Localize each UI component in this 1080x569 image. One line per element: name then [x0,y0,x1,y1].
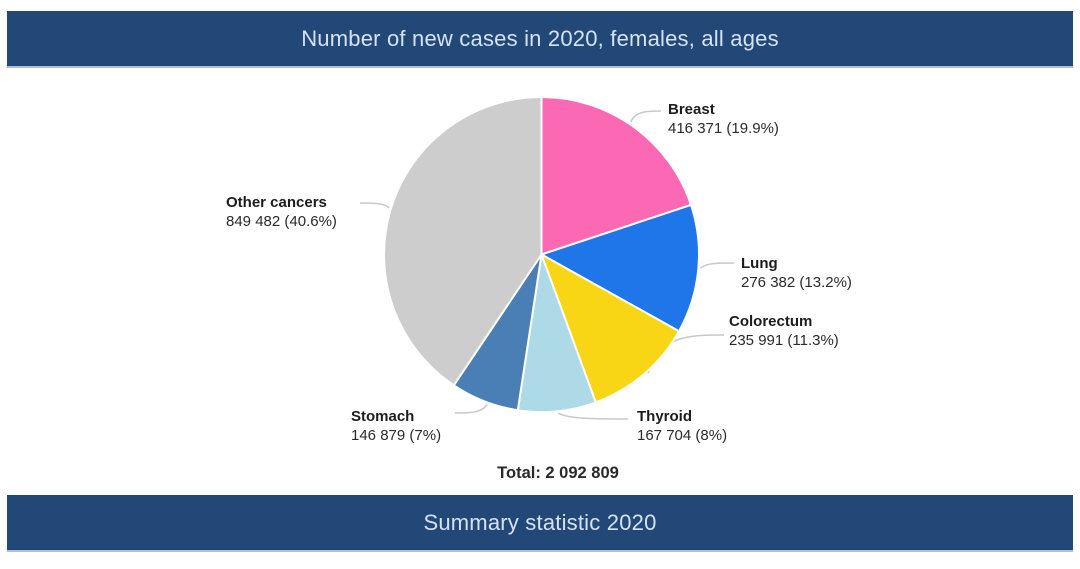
summary-banner: Summary statistic 2020 [7,495,1073,552]
slice-label-stomach-name: Stomach [351,408,415,425]
slice-label-lung-value: 276 382 (13.2%) [741,274,852,291]
slice-label-colorectum: Colorectum 235 991 (11.3%) [729,312,839,350]
slice-label-thyroid: Thyroid 167 704 (8%) [637,407,727,445]
slice-label-breast-value: 416 371 (19.9%) [668,120,779,137]
leader-line-thyroid [557,412,629,420]
leader-line-lung [699,262,735,269]
pie-slice-lung[interactable] [540,203,700,333]
slice-label-lung: Lung 276 382 (13.2%) [741,254,852,292]
leader-line-stomach [454,403,488,414]
leader-line-other-cancers [359,202,390,209]
slice-label-stomach-value: 146 879 (7%) [351,427,442,444]
pie-slice-colorectum[interactable] [540,253,680,404]
slice-label-other-cancers: Other cancers 849 482 (40.6%) [226,193,337,231]
leader-line-breast [630,110,662,123]
slice-label-colorectum-name: Colorectum [729,313,813,330]
total-cases: Total: 2 092 809 [497,464,619,482]
slice-label-thyroid-value: 167 704 (8%) [637,427,728,444]
slice-label-other-cancers-value: 849 482 (40.6%) [226,213,337,230]
slice-label-colorectum-value: 235 991 (11.3%) [729,332,839,349]
pie-slice-breast[interactable] [540,96,692,256]
pie-slice-other-cancers[interactable] [383,96,543,387]
slice-label-breast-name: Breast [668,101,715,118]
chart-title-banner: Number of new cases in 2020, females, al… [7,11,1073,68]
chart-title: Number of new cases in 2020, females, al… [301,25,779,51]
slice-label-stomach: Stomach 146 879 (7%) [351,407,441,445]
slice-label-lung-name: Lung [741,255,778,272]
slice-label-thyroid-name: Thyroid [637,408,692,425]
slice-label-other-cancers-name: Other cancers [226,194,327,211]
summary-title: Summary statistic 2020 [423,509,657,535]
slice-label-breast: Breast 416 371 (19.9%) [668,100,779,138]
